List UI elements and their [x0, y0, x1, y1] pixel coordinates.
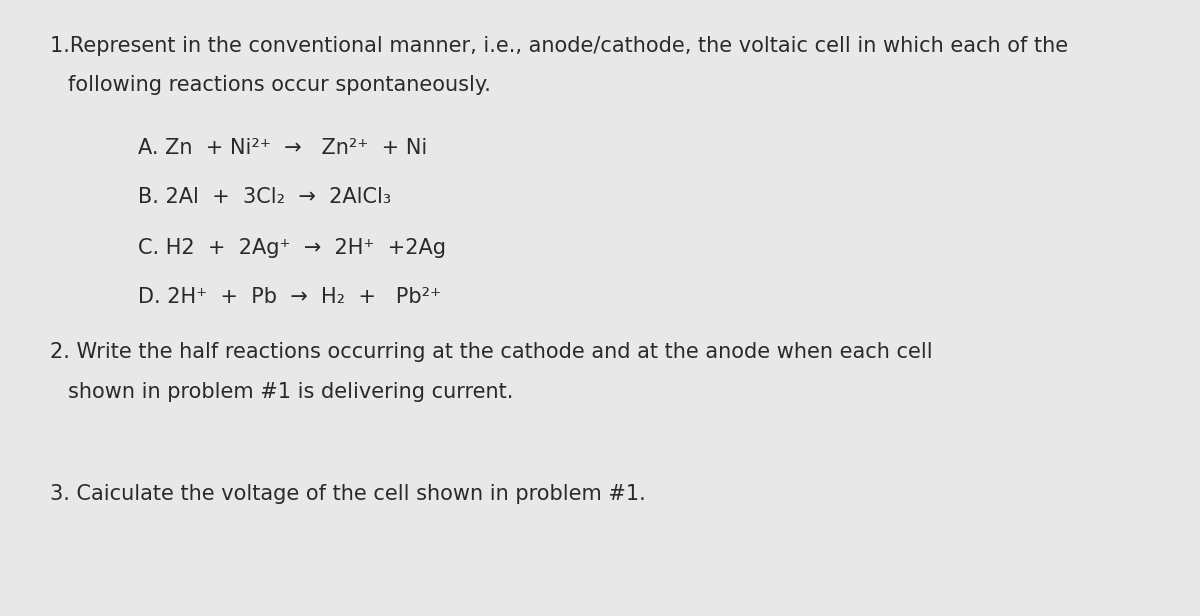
Text: B. 2Al  +  3Cl₂  →  2AlCl₃: B. 2Al + 3Cl₂ → 2AlCl₃ — [138, 187, 391, 207]
Text: 2. Write the half reactions occurring at the cathode and at the anode when each : 2. Write the half reactions occurring at… — [50, 342, 934, 362]
Text: C. H2  +  2Ag⁺  →  2H⁺  +2Ag: C. H2 + 2Ag⁺ → 2H⁺ +2Ag — [138, 238, 446, 257]
Text: 3. Caiculate the voltage of the cell shown in problem #1.: 3. Caiculate the voltage of the cell sho… — [50, 484, 646, 504]
Text: following reactions occur spontaneously.: following reactions occur spontaneously. — [68, 75, 491, 95]
Text: shown in problem #1 is delivering current.: shown in problem #1 is delivering curren… — [68, 383, 514, 402]
Text: A. Zn  + Ni²⁺  →   Zn²⁺  + Ni: A. Zn + Ni²⁺ → Zn²⁺ + Ni — [138, 138, 427, 158]
Text: D. 2H⁺  +  Pb  →  H₂  +   Pb²⁺: D. 2H⁺ + Pb → H₂ + Pb²⁺ — [138, 287, 442, 307]
Text: 1.Represent in the conventional manner, i.e., anode/cathode, the voltaic cell in: 1.Represent in the conventional manner, … — [50, 36, 1068, 56]
